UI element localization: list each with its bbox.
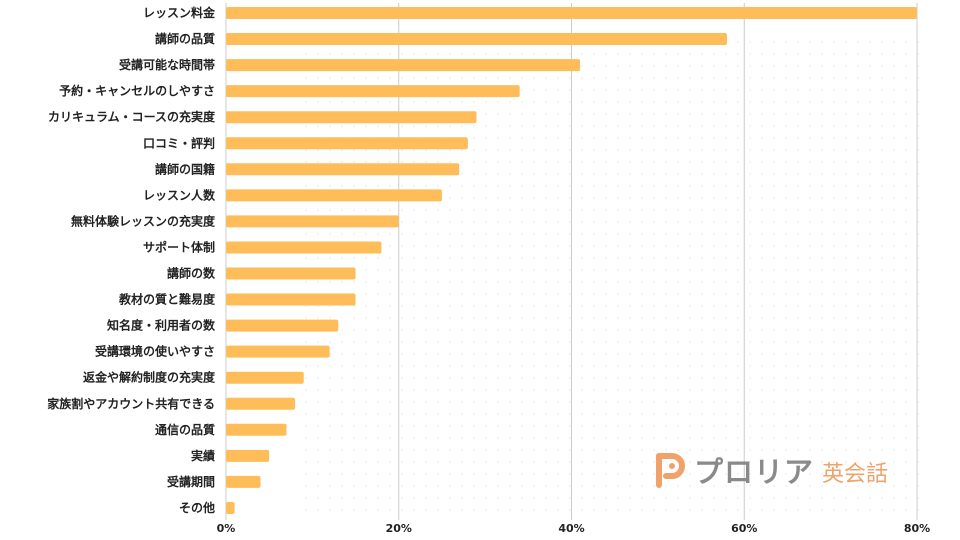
category-label: 講師の品質	[155, 31, 215, 46]
bar	[226, 267, 356, 280]
category-label: 講師の数	[167, 266, 216, 281]
category-label: 受講期間	[167, 474, 215, 489]
bar	[226, 7, 917, 19]
bars	[226, 7, 917, 514]
category-label: 返金や解約制度の充実度	[83, 370, 216, 385]
bar	[226, 241, 382, 254]
bar	[226, 423, 287, 436]
x-tick-label: 40%	[558, 522, 584, 535]
x-axis-ticks: 0% 20% 40% 60% 80%	[217, 522, 931, 535]
x-tick-label: 0%	[217, 522, 236, 535]
category-label: カリキュラム・コースの充実度	[48, 109, 216, 124]
bar	[226, 163, 460, 176]
category-label: 教材の質と難易度	[118, 292, 216, 307]
category-label: その他	[179, 500, 215, 515]
category-label: レッスン人数	[143, 187, 216, 202]
bar	[226, 449, 270, 462]
category-label: 受講環境の使いやすさ	[95, 344, 215, 359]
bar	[226, 137, 468, 150]
category-label: 予約・キャンセルのしやすさ	[59, 83, 215, 98]
category-label: 講師の国籍	[155, 161, 215, 176]
category-label: 無料体験レッスンの充実度	[71, 213, 216, 228]
brand-p-icon	[656, 453, 685, 488]
category-label: 家族割やアカウント共有できる	[47, 396, 215, 411]
brand-watermark: プロリア 英会話	[654, 450, 888, 490]
category-label: レッスン料金	[143, 5, 216, 20]
bar	[226, 293, 356, 306]
bar	[226, 111, 477, 124]
bar	[226, 319, 339, 332]
category-label: 知名度・利用者の数	[106, 318, 216, 333]
category-labels: レッスン料金講師の品質受講可能な時間帯予約・キャンセルのしやすさカリキュラム・コ…	[47, 5, 216, 515]
category-label: サポート体制	[143, 239, 215, 254]
bar	[226, 397, 296, 410]
category-label: 口コミ・評判	[143, 135, 215, 150]
x-tick-label: 20%	[386, 522, 412, 535]
bar	[226, 85, 520, 98]
bar	[226, 501, 235, 514]
bar	[226, 33, 727, 46]
brand-subtitle: 英会話	[822, 461, 889, 487]
bar	[226, 475, 261, 488]
bar	[226, 345, 330, 358]
category-label: 実績	[191, 448, 215, 463]
bar	[226, 215, 399, 228]
x-tick-label: 80%	[904, 522, 930, 535]
bar	[226, 59, 581, 72]
x-tick-label: 60%	[731, 522, 757, 535]
bar	[226, 371, 304, 384]
brand-name: プロリア	[694, 455, 815, 489]
category-label: 受講可能な時間帯	[119, 57, 215, 72]
category-label: 通信の品質	[155, 422, 215, 437]
bar	[226, 189, 442, 202]
